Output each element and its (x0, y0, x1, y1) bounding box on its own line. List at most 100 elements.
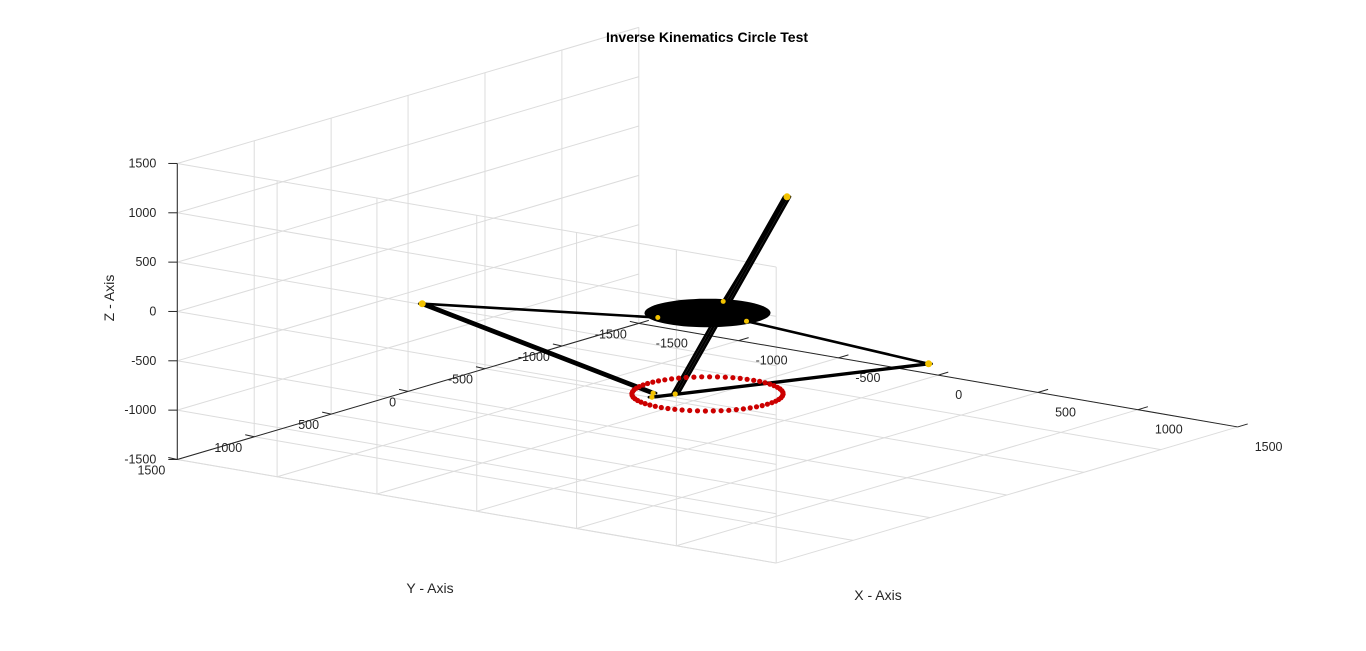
path-point (687, 407, 693, 414)
x-tick (938, 371, 949, 376)
path-point (718, 408, 724, 414)
path-point (733, 407, 739, 413)
path-point (655, 378, 662, 384)
chart-title: Inverse Kinematics Circle Test (606, 29, 808, 45)
tick-labels: -1500-1000-500050010001500-1500-1000-500… (124, 157, 1282, 478)
path-point (699, 374, 705, 380)
grid-line (177, 458, 777, 564)
path-point (707, 374, 713, 380)
path-point (702, 408, 709, 414)
base-joint (783, 193, 791, 201)
y-tick (475, 366, 486, 370)
grid-line (561, 345, 1161, 451)
path-point (672, 406, 678, 412)
path-point (730, 375, 736, 381)
grid-line (484, 368, 1084, 473)
path-point (650, 379, 656, 385)
z-tick-label: 0 (149, 305, 156, 319)
path-point (676, 375, 682, 381)
moving-platform (644, 298, 771, 328)
path-point (662, 377, 668, 383)
tip-joint (650, 390, 656, 396)
path-point (652, 403, 658, 409)
grid-line (177, 360, 777, 465)
grid-line (177, 26, 639, 164)
y-tick-label: 1000 (214, 441, 242, 455)
arm-upper-link (721, 195, 789, 303)
x-tick-label: 1000 (1155, 423, 1183, 437)
path-point (726, 407, 732, 413)
path-point (679, 407, 685, 413)
base-joint (925, 360, 933, 368)
y-tick (398, 388, 409, 392)
y-tick (552, 343, 562, 347)
y-tick (322, 411, 332, 415)
z-tick-label: -1500 (124, 453, 156, 467)
x-tick-label: -500 (855, 371, 880, 385)
path-point (710, 408, 716, 414)
path-point (751, 377, 757, 383)
x-tick (838, 354, 849, 359)
path-point (683, 374, 689, 381)
x-tick (1237, 423, 1248, 428)
y-tick-label: -1500 (595, 327, 627, 341)
x-tick (1037, 388, 1049, 393)
x-axis-label: X - Axis (854, 587, 901, 603)
path-point (740, 406, 747, 412)
path-point (747, 405, 753, 411)
path-point (647, 402, 653, 408)
base-joint (418, 300, 426, 308)
z-axis-label: Z - Axis (101, 275, 117, 322)
grid-line (177, 76, 639, 214)
y-tick-label: -500 (448, 373, 473, 387)
grid-lines (176, 26, 1238, 564)
tip-joint (672, 391, 678, 397)
grid-line (177, 224, 639, 362)
path-point (642, 401, 648, 407)
arm-link (423, 302, 658, 395)
platform-joint (720, 298, 726, 304)
z-tick-label: -1000 (124, 403, 156, 417)
axes (168, 162, 1248, 460)
y-axis-label: Y - Axis (406, 580, 453, 596)
arm-upper-link (745, 319, 930, 366)
path-point (744, 376, 750, 382)
plot-data (417, 193, 933, 414)
path-point (640, 382, 646, 388)
z-tick-label: -500 (131, 354, 156, 368)
z-tick-label: 1000 (128, 206, 156, 220)
platform-joint (655, 315, 661, 320)
y-tick-label: 1500 (137, 464, 165, 478)
grid-line (177, 125, 639, 263)
path-point (767, 381, 773, 387)
grid-line (177, 261, 777, 367)
platform-joint (744, 318, 749, 324)
grid-line (177, 174, 639, 312)
y-tick (245, 434, 255, 438)
path-point (714, 374, 721, 380)
x-tick-label: 1500 (1255, 440, 1283, 454)
path-point (658, 404, 664, 411)
path-point (759, 403, 765, 409)
path-point (764, 401, 771, 407)
grid-line (177, 212, 777, 317)
x-tick-label: 500 (1055, 405, 1076, 419)
path-point (737, 375, 743, 381)
path-point (691, 374, 697, 380)
x-tick (1137, 406, 1149, 411)
grid-line (407, 390, 1008, 496)
path-point (694, 408, 701, 414)
z-tick-label: 1500 (128, 157, 156, 171)
grid-line (177, 273, 639, 411)
grid-line (177, 310, 777, 416)
tip-joint (649, 394, 655, 400)
path-point (757, 378, 763, 384)
y-tick (629, 320, 639, 324)
x-tick-label: -1500 (656, 336, 688, 350)
grid-line (177, 409, 777, 515)
grid-line (254, 436, 854, 541)
arm-link (676, 195, 792, 396)
x-tick-label: 0 (955, 388, 962, 402)
path-point (665, 405, 671, 412)
path-point (645, 380, 651, 387)
